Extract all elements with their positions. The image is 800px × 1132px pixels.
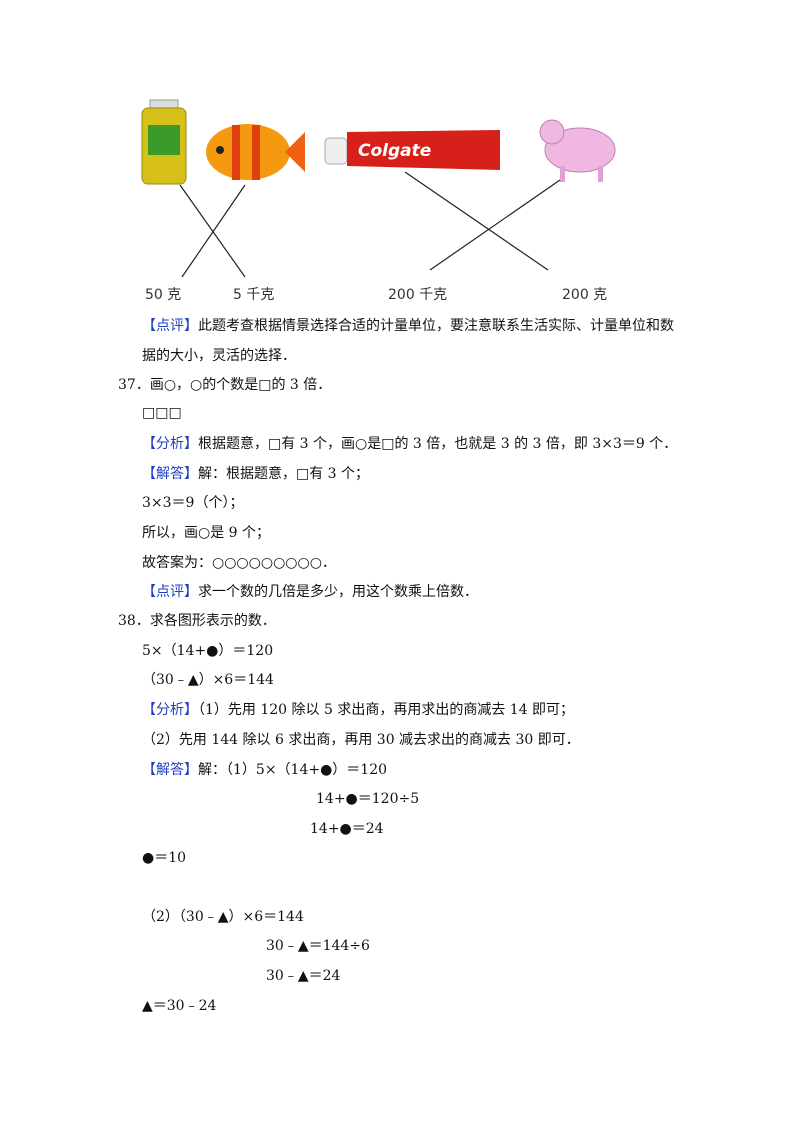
line-text: 30﹣▲＝144÷6 bbox=[266, 938, 370, 954]
line-text: 14+●＝120÷5 bbox=[316, 791, 420, 807]
line-text: 据的大小，灵活的选择． bbox=[142, 348, 296, 364]
figure: Colgate bbox=[141, 99, 616, 278]
unit-label: 200 克 bbox=[562, 287, 608, 303]
text-line: 14+●＝120÷5 bbox=[316, 790, 419, 808]
text-line: 3×3＝9（个）； bbox=[142, 494, 243, 512]
line-text: （30﹣▲）×6＝144 bbox=[142, 672, 274, 688]
text-line: （2）（30﹣▲）×6＝144 bbox=[142, 908, 304, 926]
unit-label: 200 千克 bbox=[388, 287, 448, 303]
brand: Colgate bbox=[358, 141, 431, 161]
text-line: （2）先用 144 除以 6 求出商，再用 30 减去求出的商减去 30 即可． bbox=[142, 731, 580, 749]
line-text: 38．求各图形表示的数． bbox=[118, 613, 276, 629]
section-tag: 【点评】 bbox=[142, 584, 198, 600]
text-line: 30﹣▲＝144÷6 bbox=[266, 937, 370, 955]
line-text: 故答案为：○○○○○○○○○． bbox=[142, 555, 336, 571]
line-text: 解：根据题意，□有 3 个； bbox=[198, 466, 370, 482]
oil-jug bbox=[141, 99, 187, 185]
text-line: 据的大小，灵活的选择． bbox=[142, 347, 296, 365]
line-text: □□□ bbox=[142, 405, 182, 421]
unit-label: 50 克 bbox=[145, 287, 182, 303]
line-text: 根据题意，□有 3 个，画○是□的 3 倍，也就是 3 的 3 倍，即 3×3＝… bbox=[198, 436, 678, 452]
text-line: （30﹣▲）×6＝144 bbox=[142, 671, 274, 689]
text-line: 【点评】此题考查根据情景选择合适的计量单位，要注意联系生活实际、计量单位和数 bbox=[142, 317, 674, 335]
line-text: 此题考查根据情景选择合适的计量单位，要注意联系生活实际、计量单位和数 bbox=[198, 318, 674, 334]
fish bbox=[206, 124, 305, 180]
line-text: 3×3＝9（个）； bbox=[142, 495, 244, 511]
line-text: （2）先用 144 除以 6 求出商，再用 30 减去求出的商减去 30 即可． bbox=[142, 732, 580, 748]
text-line: 【分析】（1）先用 120 除以 5 求出商，再用求出的商减去 14 即可； bbox=[142, 701, 574, 719]
line-text: 所以，画○是 9 个； bbox=[142, 525, 271, 541]
text-line: 【分析】根据题意，□有 3 个，画○是□的 3 倍，也就是 3 的 3 倍，即 … bbox=[142, 435, 677, 453]
match-lines bbox=[179, 171, 561, 278]
text-line: 所以，画○是 9 个； bbox=[142, 524, 270, 542]
text-line: ●＝10 bbox=[142, 849, 186, 867]
line-text: 30﹣▲＝24 bbox=[266, 968, 341, 984]
toothpaste: Colgate bbox=[324, 130, 500, 170]
text-line: 30﹣▲＝24 bbox=[266, 967, 340, 985]
text-line: 5×（14+●）＝120 bbox=[142, 642, 273, 660]
text-line: 38．求各图形表示的数． bbox=[118, 612, 276, 630]
text-line: 14+●＝24 bbox=[310, 820, 384, 838]
text-line: 37．画○，○的个数是□的 3 倍． bbox=[118, 376, 331, 394]
line-text: 求一个数的几倍是多少，用这个数乘上倍数． bbox=[198, 584, 478, 600]
pig bbox=[539, 119, 616, 182]
line-text: 5×（14+●）＝120 bbox=[142, 643, 274, 659]
section-tag: 【分析】 bbox=[142, 702, 198, 718]
line-text: ▲＝30﹣24 bbox=[142, 998, 217, 1014]
text-line: 【点评】求一个数的几倍是多少，用这个数乘上倍数． bbox=[142, 583, 478, 601]
line-text: （2）（30﹣▲）×6＝144 bbox=[142, 909, 304, 925]
text-line: 【解答】解：（1）5×（14+●）＝120 bbox=[142, 761, 387, 779]
line-text: 解：（1）5×（14+●）＝120 bbox=[198, 762, 388, 778]
line-text: 37．画○，○的个数是□的 3 倍． bbox=[118, 377, 332, 393]
text-line: 【解答】解：根据题意，□有 3 个； bbox=[142, 465, 369, 483]
text-line: □□□ bbox=[142, 404, 182, 422]
line-text: （1）先用 120 除以 5 求出商，再用求出的商减去 14 即可； bbox=[198, 702, 575, 718]
text-line: ▲＝30﹣24 bbox=[142, 997, 216, 1015]
line-text: 14+●＝24 bbox=[310, 821, 384, 837]
section-tag: 【解答】 bbox=[142, 466, 198, 482]
section-tag: 【点评】 bbox=[142, 318, 198, 334]
text-line: 故答案为：○○○○○○○○○． bbox=[142, 554, 336, 572]
section-tag: 【解答】 bbox=[142, 762, 198, 778]
line-text: ●＝10 bbox=[142, 850, 187, 866]
section-tag: 【分析】 bbox=[142, 436, 198, 452]
unit-label: 5 千克 bbox=[233, 287, 275, 303]
